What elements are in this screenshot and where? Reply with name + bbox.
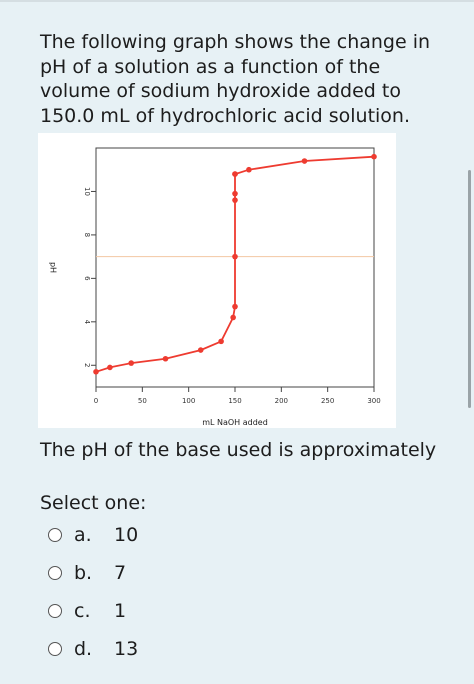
y-tick-label: 8 bbox=[83, 233, 91, 237]
radio-button-icon[interactable] bbox=[48, 528, 62, 542]
y-tick-label: 4 bbox=[83, 320, 91, 325]
data-point bbox=[128, 360, 135, 366]
option-value: 7 bbox=[114, 562, 127, 584]
data-point bbox=[232, 303, 238, 310]
data-point bbox=[232, 197, 238, 203]
y-axis-label: pH bbox=[49, 262, 58, 273]
option-a[interactable]: a. 10 bbox=[48, 521, 138, 549]
data-point bbox=[218, 338, 224, 345]
option-letter: c. bbox=[74, 600, 91, 622]
x-axis-label: mL NaOH added bbox=[202, 418, 268, 427]
data-point bbox=[232, 190, 238, 197]
x-tick-label: 250 bbox=[321, 397, 334, 405]
option-letter: d. bbox=[74, 638, 93, 660]
titration-chart-svg: 0 50 100 150 200 250 300 2 4 6 8 10 mL NaOH added pH bbox=[49, 147, 381, 427]
radio-button-icon[interactable] bbox=[48, 566, 62, 580]
question-prompt: The pH of the base used is approximately bbox=[40, 439, 437, 461]
y-tick-label: 10 bbox=[83, 187, 91, 196]
option-value: 10 bbox=[114, 524, 139, 546]
x-tick-label: 150 bbox=[228, 397, 241, 405]
data-point bbox=[162, 355, 169, 362]
data-point bbox=[246, 166, 252, 173]
radio-button-icon[interactable] bbox=[48, 642, 62, 656]
option-letter: b. bbox=[74, 562, 93, 584]
titration-graph: 0 50 100 150 200 250 300 2 4 6 8 10 mL NaOH added pH bbox=[38, 133, 396, 428]
data-point bbox=[232, 171, 238, 177]
option-d[interactable]: d. 13 bbox=[48, 635, 138, 663]
option-value: 13 bbox=[114, 638, 139, 660]
x-tick-label: 100 bbox=[182, 397, 195, 405]
data-point bbox=[301, 158, 308, 164]
option-b[interactable]: b. 7 bbox=[48, 559, 126, 587]
data-point bbox=[371, 153, 377, 160]
select-one-label: Select one: bbox=[40, 492, 147, 514]
option-c[interactable]: c. 1 bbox=[48, 597, 126, 625]
data-point bbox=[197, 347, 204, 353]
data-point bbox=[232, 253, 238, 260]
data-point bbox=[230, 314, 236, 321]
data-point bbox=[93, 368, 99, 375]
radio-button-icon[interactable] bbox=[48, 604, 62, 618]
titration-curve bbox=[95, 155, 375, 373]
option-letter: a. bbox=[74, 524, 92, 546]
x-tick-label: 300 bbox=[367, 397, 380, 405]
x-tick-label: 50 bbox=[138, 397, 147, 405]
y-tick-label: 2 bbox=[83, 363, 91, 367]
option-value: 1 bbox=[114, 600, 127, 622]
x-tick-label: 0 bbox=[94, 397, 98, 405]
x-tick-label: 200 bbox=[275, 397, 288, 405]
question-text: The following graph shows the change in … bbox=[40, 31, 431, 127]
data-point bbox=[107, 364, 113, 371]
y-tick-label: 6 bbox=[83, 276, 91, 281]
scrollbar[interactable] bbox=[468, 170, 471, 408]
